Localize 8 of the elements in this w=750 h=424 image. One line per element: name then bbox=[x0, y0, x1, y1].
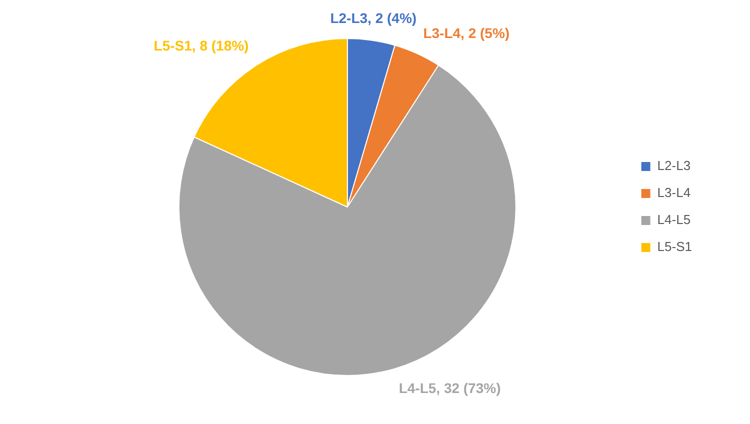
data-label: L2-L3, 2 (4%) bbox=[330, 10, 417, 26]
legend-label: L4-L5 bbox=[657, 212, 691, 228]
legend-label: L2-L3 bbox=[657, 158, 691, 174]
legend-label: L3-L4 bbox=[657, 185, 691, 200]
data-label: L3-L4, 2 (5%) bbox=[423, 24, 510, 41]
data-label: L5-S1, 8 (18%) bbox=[154, 37, 249, 54]
data-label: L4-L5, 32 (73%) bbox=[398, 380, 501, 396]
legend-label: L5-S1 bbox=[657, 239, 692, 254]
